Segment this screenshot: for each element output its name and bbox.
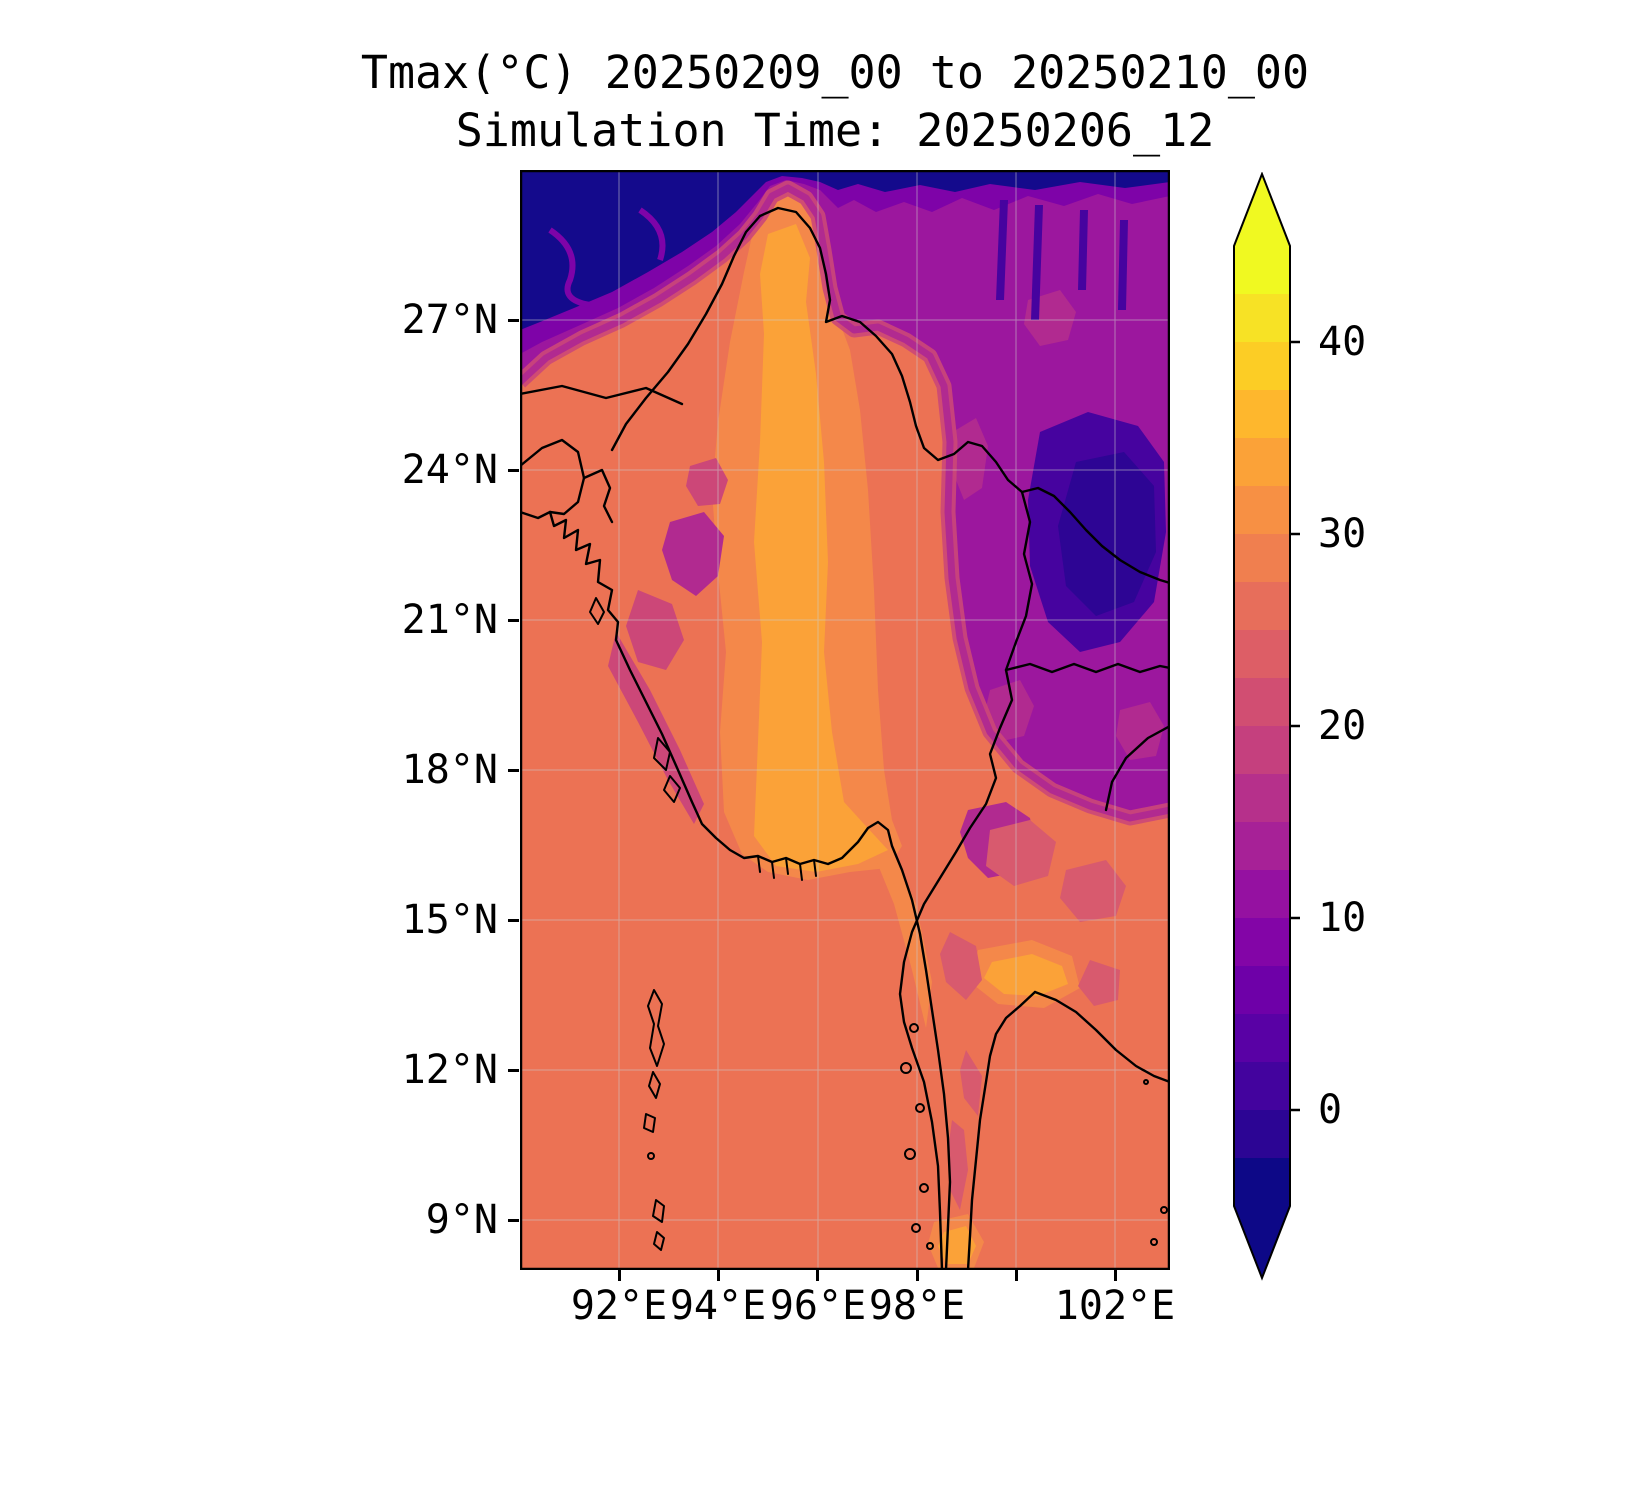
map-frame [519, 169, 1171, 1271]
temperature-map [514, 169, 1172, 1272]
xtick-label-92e: 92°E [570, 1283, 668, 1329]
delta-river-channels [757, 855, 817, 881]
xtick-label-96e: 96°E [769, 1283, 867, 1329]
islands-gulf [1143, 1079, 1168, 1246]
cbar-label-20: 20 [1318, 703, 1367, 749]
colorbar-tick-marks [1290, 340, 1300, 1112]
valley-bright-core [754, 224, 888, 872]
title-line-2: Simulation Time: 20250206_12 [455, 103, 1215, 157]
ytick-mark [508, 469, 519, 472]
navy-swirl-texture [638, 207, 666, 261]
navy-swirl-texture [548, 227, 591, 308]
colorbar-extend-over [1234, 174, 1290, 246]
east-valley-streak-texture [996, 200, 1128, 320]
ytick-mark [508, 619, 519, 622]
cbar-label-30: 30 [1318, 511, 1367, 557]
border-cambodia [1104, 724, 1172, 812]
ytick-label-15n: 15°N [401, 897, 498, 943]
xtick-mark [1114, 1270, 1117, 1281]
coastal-mid-orange-strip [876, 830, 932, 1028]
coastline-main [518, 510, 952, 1272]
ytick-label-12n: 12°N [401, 1047, 498, 1093]
ytick-label-24n: 24°N [401, 447, 498, 493]
xtick-mark [618, 1270, 621, 1281]
east-darker-core [1058, 452, 1156, 616]
ytick-label-18n: 18°N [401, 747, 498, 793]
xtick-mark [916, 1270, 919, 1281]
field-cold-region [520, 170, 1170, 878]
cold-super-region [520, 170, 1170, 818]
border-laos-thailand [1004, 662, 1172, 674]
border-assam [518, 384, 684, 406]
xtick-label-98e: 98°E [868, 1283, 966, 1329]
border-bangladesh [518, 438, 586, 516]
cold-navy-core [520, 170, 1170, 330]
ytick-label-27n: 27°N [401, 297, 498, 343]
cbar-label-40: 40 [1318, 319, 1367, 365]
ytick-mark [508, 769, 519, 772]
ytick-label-21n: 21°N [401, 597, 498, 643]
islands-mergui [900, 1023, 934, 1250]
ytick-mark [508, 1069, 519, 1072]
title-line-1: Tmax(°C) 20250209_00 to 20250210_00 [360, 46, 1310, 99]
colorbar-segments [1234, 246, 1290, 1207]
ytick-mark [508, 919, 519, 922]
border-india-myanmar [610, 214, 762, 452]
xtick-label-94e: 94°E [669, 1283, 767, 1329]
ytick-mark [508, 1219, 519, 1222]
field-thailand-patches [940, 820, 1126, 1210]
coastline-gulf-west [966, 990, 1037, 1272]
colorbar-extend-under [1234, 1206, 1290, 1278]
xtick-mark [1015, 1270, 1018, 1281]
plot-title: Tmax(°C) 20250209_00 to 20250210_00 Simu… [160, 44, 1510, 159]
mizoram-patch [626, 590, 684, 670]
xtick-mark [717, 1270, 720, 1281]
xtick-label-102e: 102°E [1054, 1283, 1176, 1329]
xtick-mark [816, 1270, 819, 1281]
colorbar [1232, 171, 1302, 1282]
ytick-label-9n: 9°N [425, 1197, 498, 1243]
thailand-warm-patch [984, 954, 1068, 996]
cbar-label-10: 10 [1318, 895, 1367, 941]
gridlines [520, 170, 1170, 1270]
islands-andaman-nicobar [643, 989, 665, 1251]
colorbar-svg [1233, 171, 1300, 1281]
border-tripura [582, 468, 614, 524]
cbar-label-0: 0 [1318, 1087, 1343, 1133]
coastline-gulf-east [1033, 990, 1172, 1084]
islands-rakhine [589, 597, 681, 803]
border-china [758, 206, 1172, 585]
map-panel [514, 169, 1172, 1272]
coastlines-borders [518, 206, 1172, 1272]
transition-fringe-magenta [517, 184, 1171, 822]
colorbar-outline [1233, 171, 1291, 1281]
field-warm-valley [712, 188, 1080, 1268]
border-myanmar-thailand [898, 490, 1034, 1272]
ytick-mark [508, 319, 519, 322]
chin-hills-patch [662, 512, 724, 596]
